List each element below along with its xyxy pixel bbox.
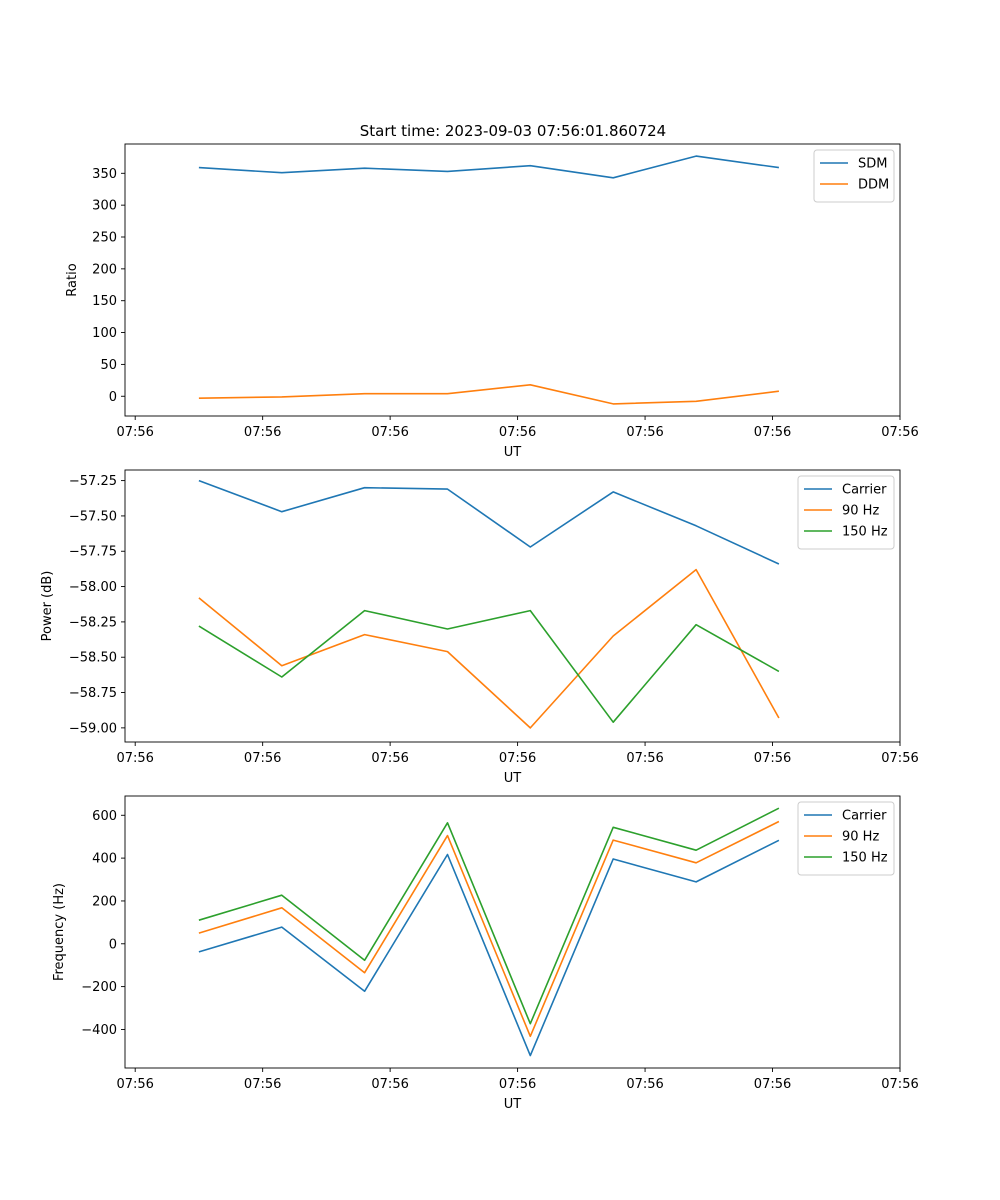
x-tick-label: 07:56 xyxy=(754,425,791,440)
x-tick-label: 07:56 xyxy=(371,425,408,440)
y-tick-label: −58.25 xyxy=(69,615,117,630)
legend-label: 150 Hz xyxy=(842,851,888,866)
y-tick-label: −400 xyxy=(81,1023,117,1038)
y-tick-label: 300 xyxy=(92,199,117,214)
axes-frame xyxy=(124,795,901,1069)
y-tick-label: 350 xyxy=(92,167,117,182)
x-axis-label: UT xyxy=(504,445,522,460)
x-tick-label: 07:56 xyxy=(244,425,281,440)
legend-label: DDM xyxy=(858,178,889,193)
x-tick-label: 07:56 xyxy=(371,751,408,766)
subplot-2: 07:5607:5607:5607:5607:5607:5607:5607:57… xyxy=(40,469,919,786)
y-tick-label: −58.00 xyxy=(69,580,117,595)
chart-title: Start time: 2023-09-03 07:56:01.860724 xyxy=(360,122,666,140)
legend-label: Carrier xyxy=(842,809,887,824)
x-tick-label: 07:56 xyxy=(244,751,281,766)
y-tick-label: 50 xyxy=(100,358,117,373)
x-tick-label: 07:56 xyxy=(754,1077,791,1092)
legend-label: 150 Hz xyxy=(842,525,888,540)
legend-label: SDM xyxy=(858,157,887,172)
y-tick-label: 600 xyxy=(92,809,117,824)
series-line-150-hz xyxy=(198,807,780,1025)
y-tick-label: 150 xyxy=(92,294,117,309)
y-tick-label: 250 xyxy=(92,231,117,246)
y-tick-label: −58.50 xyxy=(69,651,117,666)
y-tick-label: −200 xyxy=(81,980,117,995)
y-tick-label: 200 xyxy=(92,894,117,909)
series-line-90-hz xyxy=(198,820,780,1038)
legend: SDM DDM xyxy=(813,149,895,203)
x-tick-label: 07:56 xyxy=(626,751,663,766)
y-tick-label: 200 xyxy=(92,262,117,277)
y-tick-label: −57.75 xyxy=(69,545,117,560)
series-line-90-hz xyxy=(198,568,780,729)
y-axis-label: Power (dB) xyxy=(40,571,55,642)
x-tick-label: 07:56 xyxy=(371,1077,408,1092)
subplot-3: 07:5607:5607:5607:5607:5607:5607:5607:57… xyxy=(52,795,919,1112)
x-tick-label: 07:56 xyxy=(116,1077,153,1092)
x-tick-label: 07:56 xyxy=(499,1077,536,1092)
legend-label: 90 Hz xyxy=(842,504,879,519)
y-tick-label: 0 xyxy=(109,390,117,405)
legend: Carrier 90 Hz 150 Hz xyxy=(797,801,895,876)
y-tick-label: 0 xyxy=(109,937,117,952)
series-line-ddm xyxy=(198,383,779,405)
x-tick-label: 07:56 xyxy=(626,425,663,440)
legend: Carrier 90 Hz 150 Hz xyxy=(797,475,895,550)
y-tick-label: −59.00 xyxy=(69,721,117,736)
y-tick-label: 100 xyxy=(92,326,117,341)
y-axis-label: Ratio xyxy=(65,263,80,296)
y-tick-label: 400 xyxy=(92,852,117,867)
x-tick-label: 07:56 xyxy=(244,1077,281,1092)
series-line-carrier xyxy=(198,479,780,565)
x-tick-label: 07:56 xyxy=(754,751,791,766)
y-tick-label: −57.50 xyxy=(69,509,117,524)
y-tick-label: −57.25 xyxy=(69,474,117,489)
x-tick-label: 07:56 xyxy=(499,425,536,440)
x-tick-label: 07:56 xyxy=(116,751,153,766)
x-axis-label: UT xyxy=(504,1097,522,1112)
axes-frame xyxy=(124,143,901,417)
series-line-sdm xyxy=(198,155,780,179)
axes-frame xyxy=(124,469,901,743)
series-line-carrier xyxy=(198,839,780,1057)
x-tick-label: 07:56 xyxy=(116,425,153,440)
x-axis-label: UT xyxy=(504,771,522,786)
x-tick-label: 07:56 xyxy=(881,1077,918,1092)
legend-label: 90 Hz xyxy=(842,830,879,845)
y-tick-label: −58.75 xyxy=(69,686,117,701)
x-tick-label: 07:56 xyxy=(881,751,918,766)
legend-label: Carrier xyxy=(842,483,887,498)
x-tick-label: 07:56 xyxy=(881,425,918,440)
subplot-1: 07:5607:5607:5607:5607:5607:5607:5607:57… xyxy=(65,143,919,460)
y-axis-label: Frequency (Hz) xyxy=(52,883,67,981)
series-line-150-hz xyxy=(198,609,780,724)
x-tick-label: 07:56 xyxy=(499,751,536,766)
x-tick-label: 07:56 xyxy=(626,1077,663,1092)
